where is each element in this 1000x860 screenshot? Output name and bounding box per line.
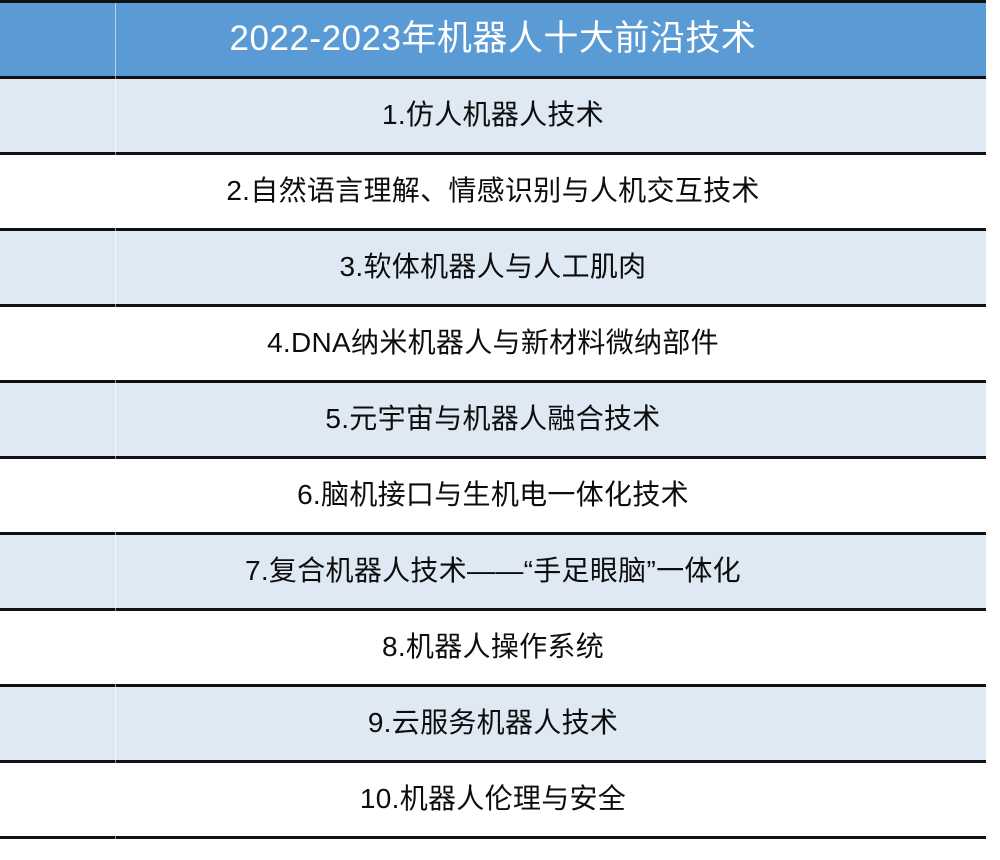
table-row-item-8: 8.机器人操作系统 bbox=[0, 608, 986, 687]
table-row-item-4: 4.DNA纳米机器人与新材料微纳部件 bbox=[0, 304, 986, 383]
table-row: 6.脑机接口与生机电一体化技术 bbox=[0, 456, 986, 535]
top-ten-robotics-technologies-table: 2022-2023年机器人十大前沿技术 1.仿人机器人技术 2.自然语言理解、情… bbox=[0, 0, 986, 839]
table-row-item-6: 6.脑机接口与生机电一体化技术 bbox=[0, 456, 986, 535]
table-row: 9.云服务机器人技术 bbox=[0, 684, 986, 763]
table-row: 3.软体机器人与人工肌肉 bbox=[0, 228, 986, 307]
table-row-item-7: 7.复合机器人技术——“手足眼脑”一体化 bbox=[0, 532, 986, 611]
table-row: 4.DNA纳米机器人与新材料微纳部件 bbox=[0, 304, 986, 383]
table-row: 8.机器人操作系统 bbox=[0, 608, 986, 687]
table-row-item-2: 2.自然语言理解、情感识别与人机交互技术 bbox=[0, 152, 986, 231]
table-row-item-5: 5.元宇宙与机器人融合技术 bbox=[0, 380, 986, 459]
table-row: 2.自然语言理解、情感识别与人机交互技术 bbox=[0, 152, 986, 231]
tech-table-container: 2022-2023年机器人十大前沿技术 1.仿人机器人技术 2.自然语言理解、情… bbox=[0, 0, 986, 839]
table-row-item-9: 9.云服务机器人技术 bbox=[0, 684, 986, 763]
table-title-cell: 2022-2023年机器人十大前沿技术 bbox=[0, 0, 986, 79]
table-row: 7.复合机器人技术——“手足眼脑”一体化 bbox=[0, 532, 986, 611]
table-header-row: 2022-2023年机器人十大前沿技术 bbox=[0, 0, 986, 79]
table-row-item-10: 10.机器人伦理与安全 bbox=[0, 760, 986, 839]
table-row-item-3: 3.软体机器人与人工肌肉 bbox=[0, 228, 986, 307]
table-row: 10.机器人伦理与安全 bbox=[0, 760, 986, 839]
table-row: 5.元宇宙与机器人融合技术 bbox=[0, 380, 986, 459]
table-body: 2022-2023年机器人十大前沿技术 1.仿人机器人技术 2.自然语言理解、情… bbox=[0, 0, 986, 839]
table-row-item-1: 1.仿人机器人技术 bbox=[0, 76, 986, 155]
table-row: 1.仿人机器人技术 bbox=[0, 76, 986, 155]
